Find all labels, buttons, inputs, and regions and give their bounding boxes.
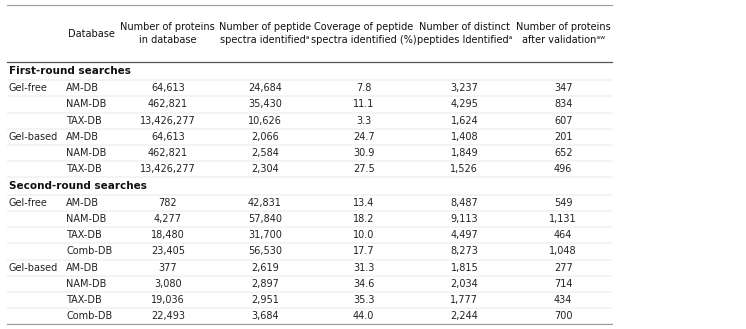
Text: NAM-DB: NAM-DB [66,99,107,110]
Text: 13,426,277: 13,426,277 [140,164,195,174]
Text: NAM-DB: NAM-DB [66,279,107,289]
Text: 549: 549 [554,198,572,208]
Text: 24,684: 24,684 [248,83,282,93]
Text: 834: 834 [554,99,572,110]
Text: 17.7: 17.7 [353,246,374,257]
Text: 27.5: 27.5 [353,164,374,174]
Text: 10,626: 10,626 [248,115,282,126]
Text: 1,131: 1,131 [549,214,577,224]
Text: NAM-DB: NAM-DB [66,214,107,224]
Text: 2,244: 2,244 [451,311,478,321]
Text: 8,487: 8,487 [451,198,478,208]
Text: 31.3: 31.3 [353,263,374,273]
Text: 8,273: 8,273 [451,246,478,257]
Text: 1,408: 1,408 [451,132,478,142]
Text: 64,613: 64,613 [151,132,185,142]
Text: AM-DB: AM-DB [66,132,99,142]
Text: 31,700: 31,700 [248,230,282,240]
Text: Number of distinct
peptides Identifiedᵃ: Number of distinct peptides Identifiedᵃ [417,22,512,45]
Text: 1,777: 1,777 [451,295,478,305]
Text: Gel-based: Gel-based [9,263,58,273]
Text: 18,480: 18,480 [151,230,185,240]
Text: 2,066: 2,066 [251,132,279,142]
Text: 13,426,277: 13,426,277 [140,115,195,126]
Text: TAX-DB: TAX-DB [66,115,102,126]
Text: 2,304: 2,304 [251,164,279,174]
Text: 496: 496 [554,164,572,174]
Text: 35.3: 35.3 [353,295,374,305]
Text: Database: Database [68,29,115,38]
Text: 7.8: 7.8 [356,83,372,93]
Text: 4,277: 4,277 [154,214,182,224]
Text: AM-DB: AM-DB [66,263,99,273]
Text: Comb-DB: Comb-DB [66,246,113,257]
Text: 782: 782 [159,198,177,208]
Text: 4,295: 4,295 [451,99,478,110]
Text: 56,530: 56,530 [248,246,282,257]
Text: 652: 652 [554,148,572,158]
Text: Number of proteins
in database: Number of proteins in database [120,22,216,45]
Text: 201: 201 [554,132,572,142]
Text: 462,821: 462,821 [148,99,188,110]
Text: 3,237: 3,237 [451,83,478,93]
Text: 64,613: 64,613 [151,83,185,93]
Text: 18.2: 18.2 [353,214,374,224]
Text: Gel-free: Gel-free [9,198,48,208]
Text: 1,048: 1,048 [549,246,577,257]
Text: 3,684: 3,684 [251,311,279,321]
Text: 2,034: 2,034 [451,279,478,289]
Text: 19,036: 19,036 [151,295,185,305]
Text: 4,497: 4,497 [451,230,478,240]
Text: 34.6: 34.6 [353,279,374,289]
Text: 2,897: 2,897 [251,279,279,289]
Text: 714: 714 [554,279,572,289]
Text: 1,624: 1,624 [451,115,478,126]
Text: 42,831: 42,831 [248,198,282,208]
Text: 607: 607 [554,115,572,126]
Text: 57,840: 57,840 [248,214,282,224]
Text: 10.0: 10.0 [353,230,374,240]
Text: AM-DB: AM-DB [66,83,99,93]
Text: 35,430: 35,430 [248,99,282,110]
Text: 1,849: 1,849 [451,148,478,158]
Text: 2,951: 2,951 [251,295,279,305]
Text: 9,113: 9,113 [451,214,478,224]
Text: 11.1: 11.1 [353,99,374,110]
Text: 3.3: 3.3 [356,115,372,126]
Text: 3,080: 3,080 [154,279,182,289]
Text: 44.0: 44.0 [353,311,374,321]
Text: Number of proteins
after validationᵃʷ: Number of proteins after validationᵃʷ [515,22,611,45]
Text: Second-round searches: Second-round searches [9,181,147,191]
Text: 1,815: 1,815 [451,263,478,273]
Text: Coverage of peptide
spectra identified (%): Coverage of peptide spectra identified (… [311,22,416,45]
Text: TAX-DB: TAX-DB [66,230,102,240]
Text: 30.9: 30.9 [353,148,374,158]
Text: 2,584: 2,584 [251,148,279,158]
Text: 24.7: 24.7 [353,132,374,142]
Text: NAM-DB: NAM-DB [66,148,107,158]
Text: AM-DB: AM-DB [66,198,99,208]
Text: 434: 434 [554,295,572,305]
Text: 1,526: 1,526 [451,164,478,174]
Text: 700: 700 [554,311,572,321]
Text: 462,821: 462,821 [148,148,188,158]
Text: 13.4: 13.4 [353,198,374,208]
Text: 377: 377 [159,263,177,273]
Text: 22,493: 22,493 [151,311,185,321]
Text: TAX-DB: TAX-DB [66,164,102,174]
Text: 464: 464 [554,230,572,240]
Text: 2,619: 2,619 [251,263,279,273]
Text: TAX-DB: TAX-DB [66,295,102,305]
Text: Gel-free: Gel-free [9,83,48,93]
Text: 347: 347 [554,83,572,93]
Text: Comb-DB: Comb-DB [66,311,113,321]
Text: First-round searches: First-round searches [9,66,131,76]
Text: 277: 277 [554,263,573,273]
Text: Gel-based: Gel-based [9,132,58,142]
Text: Number of peptide
spectra identifiedᵃ: Number of peptide spectra identifiedᵃ [219,22,311,45]
Text: 23,405: 23,405 [151,246,185,257]
